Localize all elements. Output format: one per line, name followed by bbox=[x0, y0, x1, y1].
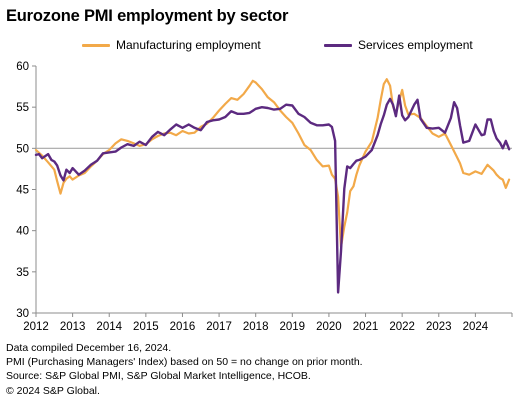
x-tick-label: 2019 bbox=[280, 321, 306, 333]
footer-source-note: Source: S&P Global PMI, S&P Global Marke… bbox=[6, 370, 311, 383]
y-tick-label: 40 bbox=[16, 226, 29, 238]
legend-item-services: Services employment bbox=[324, 38, 473, 52]
chart-footer: Data compiled December 16, 2024. PMI (Pu… bbox=[6, 341, 363, 398]
chart-title: Eurozone PMI employment by sector bbox=[6, 7, 289, 25]
legend-swatch-services bbox=[324, 43, 352, 47]
series-layer bbox=[34, 78, 511, 294]
x-tick-label: 2017 bbox=[206, 321, 232, 333]
legend-label-manufacturing: Manufacturing employment bbox=[116, 38, 261, 52]
y-tick-label: 55 bbox=[16, 102, 29, 114]
legend-item-manufacturing: Manufacturing employment bbox=[82, 38, 261, 52]
y-tick-label: 35 bbox=[16, 267, 29, 279]
axes-layer: 30 35 40 45 50 55 60 2012 2013 2014 2015 2016 2017 20… bbox=[16, 61, 513, 333]
x-tick-label: 2021 bbox=[353, 321, 379, 333]
x-tick-label: 2024 bbox=[463, 321, 489, 333]
x-tick-label: 2013 bbox=[60, 321, 86, 333]
legend-label-services: Services employment bbox=[358, 38, 473, 52]
x-tick-label: 2016 bbox=[170, 321, 196, 333]
x-tick-label: 2014 bbox=[96, 321, 122, 333]
footer-pmi-note: PMI (Purchasing Managers' Index) based o… bbox=[6, 356, 363, 369]
y-tick-label: 45 bbox=[16, 185, 29, 197]
x-tick-label: 2020 bbox=[316, 321, 342, 333]
footer-date-note: Data compiled December 16, 2024. bbox=[6, 342, 172, 354]
chart-legend: Manufacturing employment Services employ… bbox=[0, 38, 531, 54]
line-chart: 30 35 40 45 50 55 60 2012 2013 2014 2015 2016 2017 20… bbox=[16, 61, 513, 333]
x-tick-label: 2012 bbox=[23, 321, 49, 333]
series-line-services bbox=[34, 94, 511, 294]
series-line-manufacturing bbox=[34, 78, 511, 249]
legend-swatch-manufacturing bbox=[82, 43, 110, 47]
x-tick-label: 2018 bbox=[243, 321, 269, 333]
x-tick-label: 2023 bbox=[426, 321, 452, 333]
footer-copyright: © 2024 S&P Global. bbox=[6, 384, 100, 397]
y-tick-label: 30 bbox=[16, 308, 29, 320]
y-tick-label: 50 bbox=[16, 143, 29, 155]
x-tick-label: 2022 bbox=[389, 321, 415, 333]
y-tick-label: 60 bbox=[16, 61, 29, 73]
x-tick-label: 2015 bbox=[133, 321, 159, 333]
